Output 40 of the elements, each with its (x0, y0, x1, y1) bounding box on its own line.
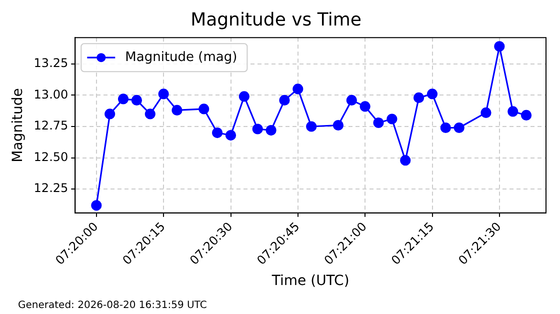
point (386, 114, 398, 124)
point (131, 94, 142, 106)
x-axis-title: Time (UTC) (270, 273, 350, 290)
point (225, 130, 236, 141)
point (212, 127, 223, 138)
point (238, 91, 250, 102)
point (118, 94, 129, 104)
chart-title: Magnitude vs Time (190, 9, 362, 30)
point (198, 104, 210, 114)
y-tick-label: 12.75 (34, 118, 68, 133)
point (104, 108, 116, 120)
point (91, 200, 102, 211)
y-tick-label: 12.50 (34, 150, 68, 164)
point (360, 101, 370, 112)
y-tick-label: 12.25 (34, 181, 68, 196)
point (400, 155, 411, 166)
y-tick-label: 13.25 (34, 56, 68, 70)
y-tick-label: 13.00 (34, 87, 68, 102)
point (373, 117, 384, 128)
point (252, 124, 263, 134)
point (494, 41, 505, 52)
y-axis-title: Magnitude (10, 88, 26, 162)
point (521, 110, 532, 121)
point (144, 108, 156, 120)
point (454, 122, 464, 134)
point (172, 104, 182, 116)
point (440, 122, 451, 134)
point (266, 124, 276, 136)
point (508, 106, 518, 117)
point (346, 94, 357, 106)
point (279, 94, 290, 106)
point (158, 88, 169, 100)
legend-label: Magnitude (mag) (125, 50, 238, 65)
point (426, 88, 438, 100)
point (306, 121, 317, 132)
point (414, 92, 424, 104)
point (332, 120, 344, 131)
point (292, 84, 304, 94)
text: Generated: 2026-08-20 16:31:59 UTC (18, 300, 207, 311)
point (480, 107, 492, 118)
